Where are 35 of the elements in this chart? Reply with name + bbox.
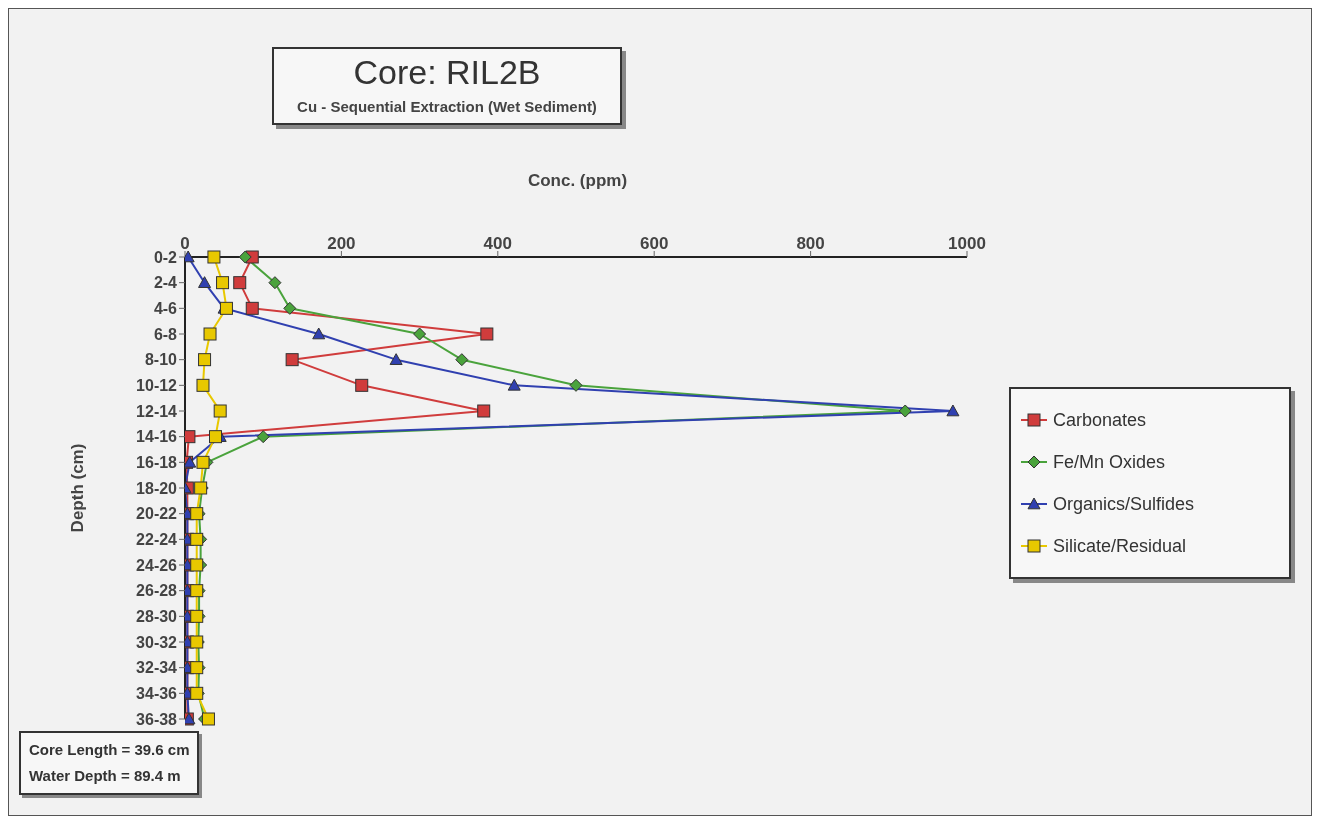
x-tick-label: 1000 <box>948 234 986 253</box>
y-tick-label: 24-26 <box>136 556 178 574</box>
y-axis-title: Depth (cm) <box>68 443 88 533</box>
y-tick-label: 6-8 <box>153 325 178 343</box>
text: Water Depth = 89.4 m <box>29 766 182 786</box>
legend-label: Silicate/Residual <box>1053 535 1187 557</box>
x-tick-label: 0 <box>180 234 190 253</box>
y-tick-label: 36-38 <box>136 710 178 728</box>
y-tick-label: 12-14 <box>136 402 178 420</box>
y-tick-label: 4-6 <box>153 300 178 318</box>
y-tick-label: 18-20 <box>136 479 178 497</box>
x-axis-title: Conc. (ppm) <box>526 171 629 191</box>
x-tick-label: 400 <box>483 234 512 253</box>
legend-label: Organics/Sulfides <box>1053 493 1195 515</box>
x-tick-label: 800 <box>796 234 825 253</box>
y-tick-label: 26-28 <box>136 582 178 600</box>
y-tick-label: 16-18 <box>136 454 178 472</box>
y-tick-label: 22-24 <box>136 531 178 549</box>
y-tick-label: 34-36 <box>136 685 178 703</box>
legend-label: Carbonates <box>1053 409 1147 431</box>
y-tick-label: 28-30 <box>136 608 178 626</box>
text: Core Length = 39.6 cm <box>29 740 190 760</box>
y-tick-label: 30-32 <box>136 633 178 651</box>
y-tick-label: 8-10 <box>144 351 178 369</box>
y-tick-label: 2-4 <box>153 274 178 292</box>
y-tick-label: 32-34 <box>136 659 178 677</box>
legend-label: Fe/Mn Oxides <box>1053 451 1166 473</box>
chart-subtitle: Cu - Sequential Extraction (Wet Sediment) <box>296 98 598 115</box>
y-tick-label: 14-16 <box>136 428 178 446</box>
chart-title: Core: RIL2B <box>352 53 542 92</box>
x-tick-label: 600 <box>640 234 669 253</box>
y-tick-label: 10-12 <box>136 377 178 395</box>
y-tick-label: 20-22 <box>136 505 178 523</box>
y-tick-label: 0-2 <box>153 248 178 266</box>
x-tick-label: 200 <box>327 234 356 253</box>
